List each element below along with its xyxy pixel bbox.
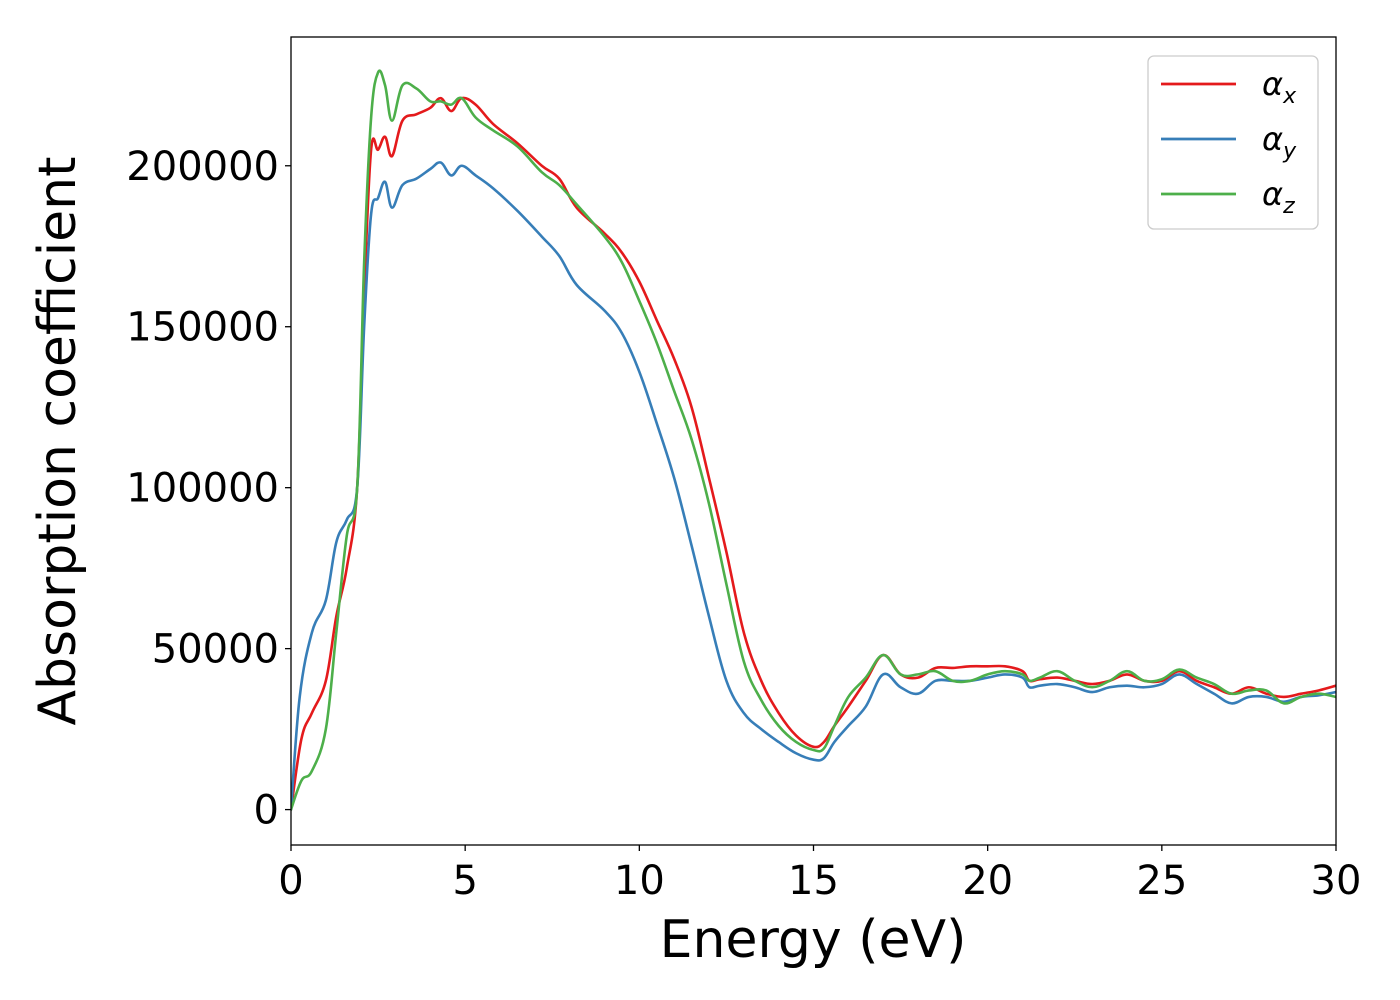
series-line-x — [291, 96, 1336, 811]
series-line-y — [291, 161, 1336, 811]
x-tick-label: 20 — [962, 858, 1013, 904]
x-tick-label: 30 — [1311, 858, 1362, 904]
legend: αx αy αz — [1147, 55, 1319, 230]
series-layer — [291, 69, 1336, 811]
plot-area — [290, 36, 1337, 846]
x-axis-label: Energy (eV) — [660, 910, 967, 970]
x-tick-label: 25 — [1136, 858, 1187, 904]
y-tick-label: 200000 — [126, 144, 279, 190]
x-axis-ticks: 0 5 10 15 20 25 30 — [278, 845, 1361, 904]
y-axis-label: Absorption coefficient — [28, 156, 88, 725]
y-axis-ticks: 0 50000 100000 150000 200000 — [126, 144, 291, 834]
legend-entries: αx αy αz — [1161, 65, 1297, 219]
x-tick-label: 15 — [788, 858, 839, 904]
legend-label-z: αz — [1262, 175, 1295, 219]
x-tick-label: 5 — [452, 858, 477, 904]
x-tick-label: 0 — [278, 858, 303, 904]
legend-label-x: αx — [1262, 65, 1297, 109]
y-tick-label: 0 — [254, 788, 279, 834]
series-line-z — [291, 69, 1336, 811]
legend-box — [1147, 55, 1319, 230]
y-tick-label: 50000 — [152, 627, 279, 673]
x-tick-label: 10 — [614, 858, 665, 904]
legend-label-y: αy — [1262, 120, 1297, 164]
y-tick-label: 100000 — [126, 466, 279, 512]
y-tick-label: 150000 — [126, 305, 279, 351]
